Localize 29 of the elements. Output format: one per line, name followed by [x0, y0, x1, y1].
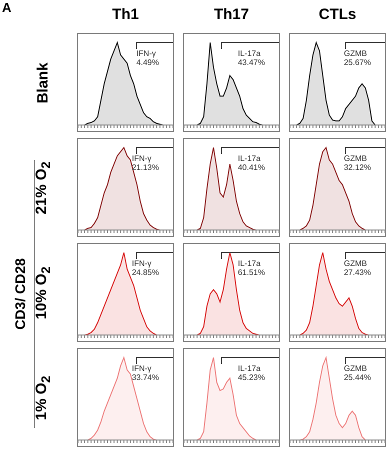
chart-title: Th1 [111, 6, 140, 23]
annotation: 43.47% [238, 58, 265, 67]
annotation: IL-17a [238, 259, 262, 268]
y-axis-title: Blank [34, 62, 52, 103]
text: CD3/ CD28 [12, 258, 28, 330]
annotation: 40.41% [238, 163, 265, 172]
annotation: 25.67% [344, 58, 371, 67]
annotation: 33.74% [132, 373, 159, 382]
annotation: IFN-γ [132, 154, 152, 163]
annotation: 4.49% [136, 58, 159, 67]
chart-title: Th17 [212, 6, 250, 23]
annotation: IFN-γ [132, 364, 152, 373]
text: A [2, 0, 12, 15]
annotation: IL-17a [238, 364, 262, 373]
chart-title: CTLs [318, 6, 358, 23]
annotation: 27.43% [344, 268, 371, 277]
annotation: 25.44% [344, 373, 371, 382]
annotation: 61.51% [238, 268, 265, 277]
annotation: 45.23% [238, 373, 265, 382]
annotation: GZMB [344, 49, 368, 58]
annotation: GZMB [344, 259, 368, 268]
annotation: IFN-γ [136, 49, 157, 58]
annotation: IL-17a [238, 49, 262, 58]
annotation: IFN-γ [132, 259, 152, 268]
annotation: GZMB [344, 364, 368, 373]
annotation: GZMB [344, 154, 368, 163]
annotation: IL-17a [238, 154, 262, 163]
annotation: 32.12% [344, 163, 371, 172]
annotation: 24.85% [132, 268, 159, 277]
